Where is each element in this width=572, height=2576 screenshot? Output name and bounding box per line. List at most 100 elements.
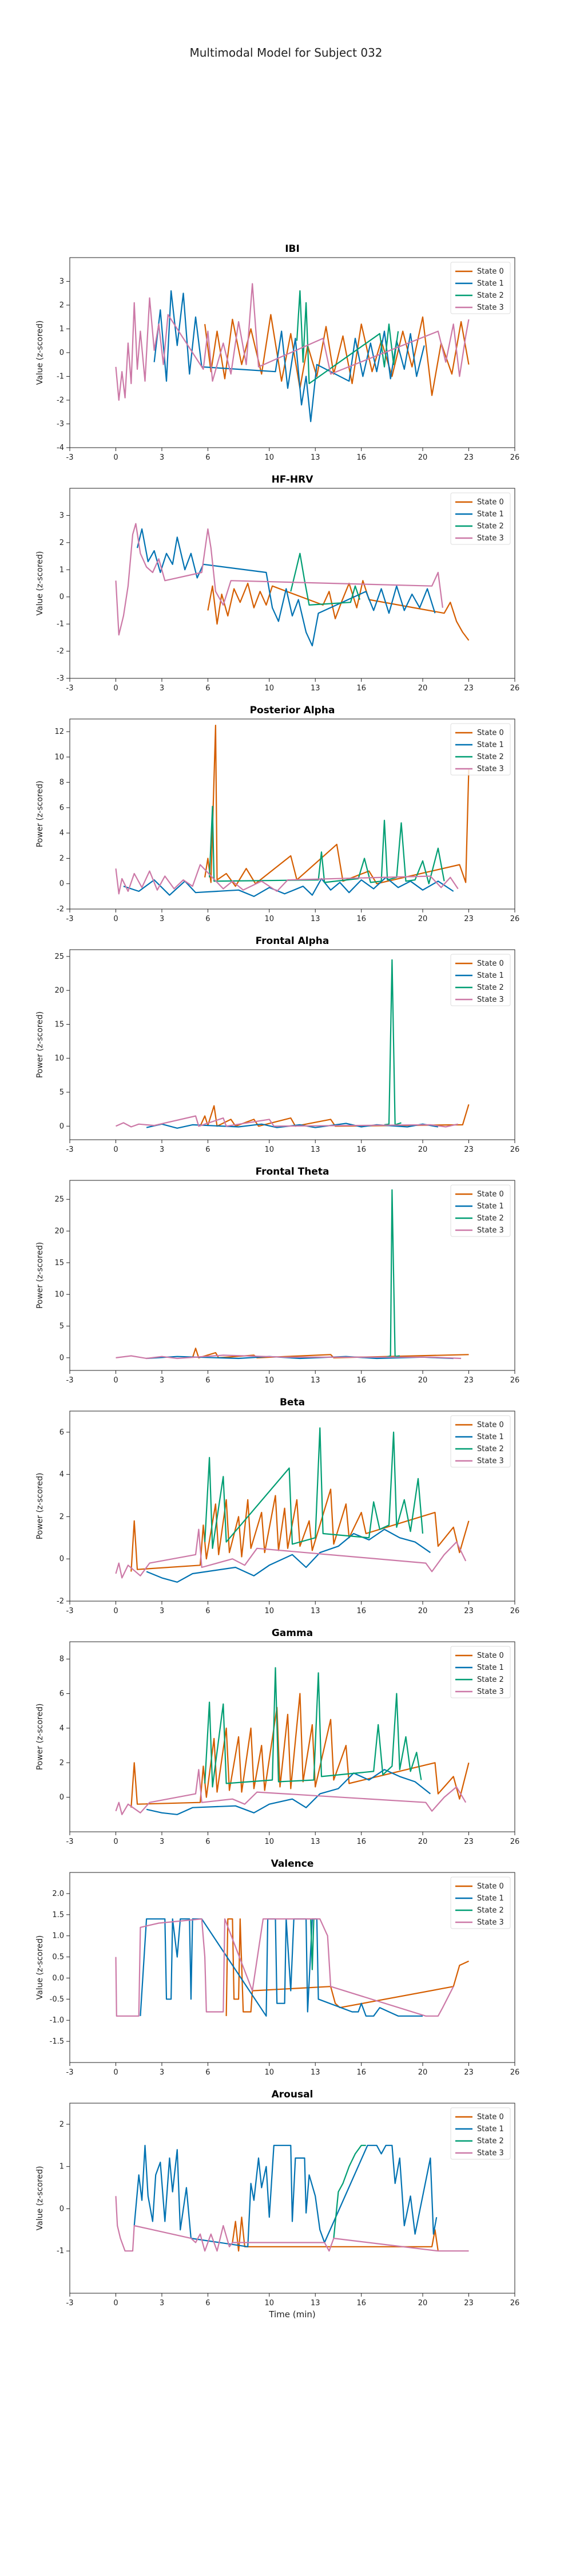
x-tick-label: 3 [160, 1838, 164, 1846]
legend-box [450, 723, 511, 776]
series-line-state-1 [123, 876, 454, 897]
series-line-state-2 [384, 959, 402, 1125]
series-line-state-0 [192, 1348, 469, 1358]
x-tick-label: 0 [113, 453, 118, 462]
panel-4: Frontal Alpha -3 0 3 6 10 13 16 20 23 26 0 5 10 15 20 25… [35, 935, 519, 1154]
y-tick-label: 0 [59, 1555, 64, 1563]
series-line-state-3 [115, 523, 443, 636]
x-tick-label: 13 [311, 2068, 320, 2077]
y-tick-label: -4 [57, 444, 64, 452]
x-tick-label: 3 [160, 2299, 164, 2308]
legend-label: State 1 [477, 1202, 504, 1211]
x-tick-label: 16 [356, 2068, 366, 2077]
panel-title: Arousal [272, 2089, 313, 2100]
panel-title: Gamma [272, 1627, 313, 1639]
x-tick-label: 26 [510, 915, 520, 923]
y-axis-label: Power (z-scored) [35, 781, 45, 848]
y-tick-label: 4 [59, 1724, 64, 1733]
y-axis-label: Value (z-scored) [35, 321, 45, 385]
x-tick-label: 23 [464, 1838, 474, 1846]
x-tick-label: 3 [160, 1376, 164, 1385]
x-tick-label: 23 [464, 684, 474, 693]
x-tick-label: 20 [418, 1607, 428, 1615]
legend-label: State 1 [477, 2125, 504, 2134]
legend-label: State 3 [477, 2149, 504, 2158]
x-tick-label: 13 [311, 2299, 320, 2308]
x-tick-label: 0 [113, 1838, 118, 1846]
x-tick-label: 23 [464, 453, 474, 462]
series-line-state-3 [116, 1354, 462, 1360]
y-tick-label: 2.0 [52, 1890, 64, 1898]
y-tick-label: 15 [54, 1259, 64, 1267]
y-tick-label: 3 [59, 511, 64, 520]
x-tick-label: 16 [356, 1607, 366, 1615]
panel-title: HF-HRV [272, 474, 314, 485]
y-tick-label: 2 [59, 854, 64, 863]
panel-3: Posterior Alpha -3 0 3 6 10 13 16 20 23 26 -2 0 2 4 6 8 1… [35, 705, 519, 923]
series-line-state-1 [146, 1123, 439, 1129]
y-tick-label: 2 [59, 539, 64, 547]
y-tick-label: 2 [59, 1512, 64, 1521]
y-tick-label: 6 [59, 1428, 64, 1437]
legend-label: State 3 [477, 1918, 504, 1927]
y-tick-label: 8 [59, 1655, 64, 1664]
x-tick-label: 10 [264, 2299, 274, 2308]
x-tick-label: 6 [205, 2068, 210, 2077]
legend-label: State 0 [477, 267, 504, 276]
x-tick-label: 10 [264, 1376, 274, 1385]
panel-7: Gamma -3 0 3 6 10 13 16 20 23 26 0 2 4 6 8 Power (z-scor… [35, 1627, 519, 1846]
x-tick-label: 23 [464, 2068, 474, 2077]
x-tick-label: 16 [356, 684, 366, 693]
y-tick-label: 1 [59, 566, 64, 574]
y-tick-label: -1 [57, 620, 64, 629]
legend-label: State 3 [477, 765, 504, 773]
x-tick-label: 6 [205, 1838, 210, 1846]
x-tick-label: 3 [160, 915, 164, 923]
x-tick-label: 13 [311, 1607, 320, 1615]
legend-label: State 2 [477, 522, 504, 531]
x-tick-label: 10 [264, 2068, 274, 2077]
series-line-state-2 [209, 805, 445, 884]
series-line-state-1 [146, 1528, 431, 1583]
x-tick-label: 20 [418, 1838, 428, 1846]
y-tick-label: 10 [54, 1054, 64, 1063]
y-tick-label: -2 [57, 905, 64, 914]
x-tick-label: 16 [356, 1838, 366, 1846]
panel-title: Frontal Alpha [256, 935, 329, 947]
x-tick-label: -3 [66, 2068, 74, 2077]
y-tick-label: 6 [59, 804, 64, 812]
legend: State 0 State 1 State 2 State 3 [450, 954, 511, 1006]
legend-label: State 3 [477, 534, 504, 543]
y-tick-label: 0 [59, 593, 64, 602]
legend-label: State 2 [477, 1214, 504, 1223]
series-line-state-3 [115, 283, 470, 401]
x-tick-label: 26 [510, 1145, 520, 1154]
x-tick-label: 6 [205, 453, 210, 462]
x-tick-label: 26 [510, 2299, 520, 2308]
legend-label: State 3 [477, 303, 504, 312]
legend-box [450, 1184, 511, 1237]
x-tick-label: 0 [113, 2068, 118, 2077]
x-tick-label: 10 [264, 915, 274, 923]
y-axis-label: Value (z-scored) [35, 551, 45, 616]
y-tick-label: 5 [59, 1088, 64, 1097]
panel-title: Valence [271, 1858, 314, 1870]
plot-frame [69, 1411, 515, 1602]
legend-box [450, 492, 511, 545]
x-tick-label: 0 [113, 915, 118, 923]
series-line-state-3 [115, 1918, 454, 2017]
x-tick-label: 6 [205, 915, 210, 923]
x-tick-label: 23 [464, 1145, 474, 1154]
x-tick-label: 10 [264, 1145, 274, 1154]
plot-frame [69, 488, 515, 679]
x-tick-label: 6 [205, 1376, 210, 1385]
panel-title: IBI [285, 243, 300, 255]
series-line-state-1 [140, 1918, 423, 2017]
legend-label: State 1 [477, 1894, 504, 1903]
x-tick-label: 3 [160, 453, 164, 462]
x-tick-label: 26 [510, 1607, 520, 1615]
y-tick-label: 0 [59, 1793, 64, 1802]
x-tick-label: 0 [113, 1376, 118, 1385]
y-tick-label: 20 [54, 1227, 64, 1236]
x-tick-label: 16 [356, 2299, 366, 2308]
